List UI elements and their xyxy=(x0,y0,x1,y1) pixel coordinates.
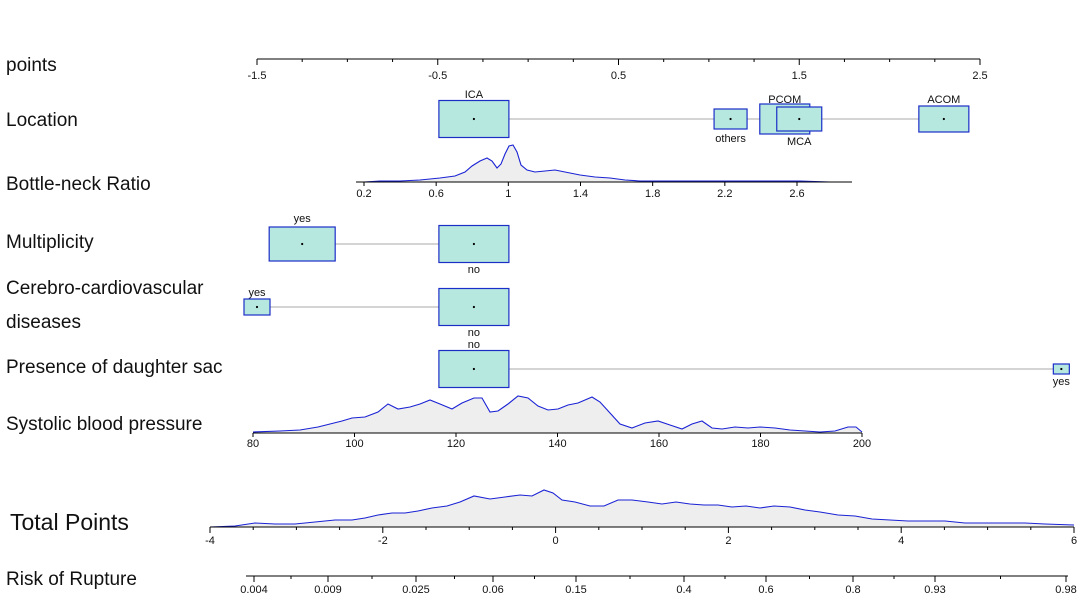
risk-tick-label: 0.6 xyxy=(758,584,773,595)
systolic-tick-label: 180 xyxy=(751,438,769,450)
bottleneck-tick-label: 1 xyxy=(505,188,511,200)
total-points-tick-label: 2 xyxy=(725,535,731,547)
daughter-sac-level-label-yes: yes xyxy=(1053,376,1071,388)
bottleneck-tick-label: 0.2 xyxy=(356,188,371,200)
systolic-tick-label: 160 xyxy=(650,438,668,450)
total-points-tick-label: -4 xyxy=(205,535,215,547)
location-level-label-mca: MCA xyxy=(787,136,812,148)
row-label-location: Location xyxy=(6,110,78,131)
risk-tick-label: 0.98 xyxy=(1055,584,1076,595)
row-label-bottleneck-ratio: Bottle-neck Ratio xyxy=(6,174,151,195)
risk-tick-label: 0.004 xyxy=(240,584,268,595)
cerebro-box-dot xyxy=(472,305,475,309)
bottleneck-tick-label: 2.6 xyxy=(789,188,804,200)
multiplicity-box-dot xyxy=(301,242,304,246)
row-label-systolic-bp: Systolic blood pressure xyxy=(6,414,203,435)
multiplicity-level-label-yes: yes xyxy=(294,213,312,225)
risk-tick-label: 0.4 xyxy=(676,584,691,595)
total-points-tick-label: 0 xyxy=(553,535,559,547)
bottleneck-tick-label: 1.4 xyxy=(573,188,588,200)
risk-tick-label: 0.93 xyxy=(924,584,945,595)
row-label-total-points: Total Points xyxy=(10,509,129,535)
points-tick-label: 1.5 xyxy=(792,70,807,82)
risk-tick-label: 0.025 xyxy=(402,584,430,595)
row-label-daughter-sac: Presence of daughter sac xyxy=(6,357,223,378)
total-points-tick-label: 6 xyxy=(1071,535,1077,547)
cerebro-level-label-no: no xyxy=(468,327,480,339)
daughter-sac-box-dot xyxy=(472,367,475,371)
location-level-label-others: others xyxy=(715,133,746,145)
total-points-tick-label: 4 xyxy=(898,535,904,547)
row-label-risk-of-rupture: Risk of Rupture xyxy=(6,569,137,590)
points-tick-label: -0.5 xyxy=(428,70,447,82)
bottleneck-tick-label: 2.2 xyxy=(717,188,732,200)
systolic-tick-label: 100 xyxy=(345,438,363,450)
cerebro-box-no xyxy=(438,287,510,327)
points-tick-label: 2.5 xyxy=(972,70,987,82)
bottleneck-density-fill xyxy=(364,145,852,182)
systolic-tick-label: 80 xyxy=(247,438,259,450)
row-label-points: points xyxy=(6,55,57,76)
systolic-tick-label: 140 xyxy=(548,438,566,450)
risk-tick-label: 0.009 xyxy=(314,584,342,595)
bottleneck-tick-label: 1.8 xyxy=(645,188,660,200)
cerebro-level-label-yes: yes xyxy=(248,287,266,299)
row-label-cerebro-line2: diseases xyxy=(6,312,81,333)
multiplicity-box-no xyxy=(438,224,510,264)
location-level-label-pcom: PCOM xyxy=(768,94,801,106)
location-box-dot xyxy=(729,117,732,121)
risk-tick-label: 0.06 xyxy=(482,584,503,595)
multiplicity-box-dot xyxy=(472,242,475,246)
bottleneck-tick-label: 0.6 xyxy=(429,188,444,200)
risk-tick-label: 0.8 xyxy=(845,584,860,595)
total-points-density-line xyxy=(209,489,1075,528)
points-tick-label: 0.5 xyxy=(611,70,626,82)
multiplicity-level-label-no: no xyxy=(468,264,480,276)
location-level-label-acom: ACOM xyxy=(927,94,960,106)
location-box-dot xyxy=(472,117,475,121)
systolic-density-fill xyxy=(253,396,862,433)
points-tick-label: -1.5 xyxy=(248,70,267,82)
bottleneck-density-line xyxy=(363,144,852,183)
row-label-cerebro-line1: Cerebro-cardiovascular xyxy=(6,278,204,299)
systolic-tick-label: 200 xyxy=(853,438,871,450)
row-label-multiplicity: Multiplicity xyxy=(6,232,94,253)
systolic-tick-label: 120 xyxy=(447,438,465,450)
systolic-density-line xyxy=(252,395,863,433)
daughter-sac-box-dot xyxy=(1060,367,1063,371)
location-level-label-ica: ICA xyxy=(465,89,484,101)
total-points-density-fill xyxy=(210,490,1074,527)
location-box-ica xyxy=(438,99,510,139)
location-box-dot xyxy=(798,117,801,121)
risk-tick-label: 0.15 xyxy=(565,584,586,595)
location-box-dot xyxy=(942,117,945,121)
cerebro-box-dot xyxy=(255,305,259,309)
total-points-tick-label: -2 xyxy=(378,535,388,547)
daughter-sac-level-label-no: no xyxy=(468,339,480,351)
